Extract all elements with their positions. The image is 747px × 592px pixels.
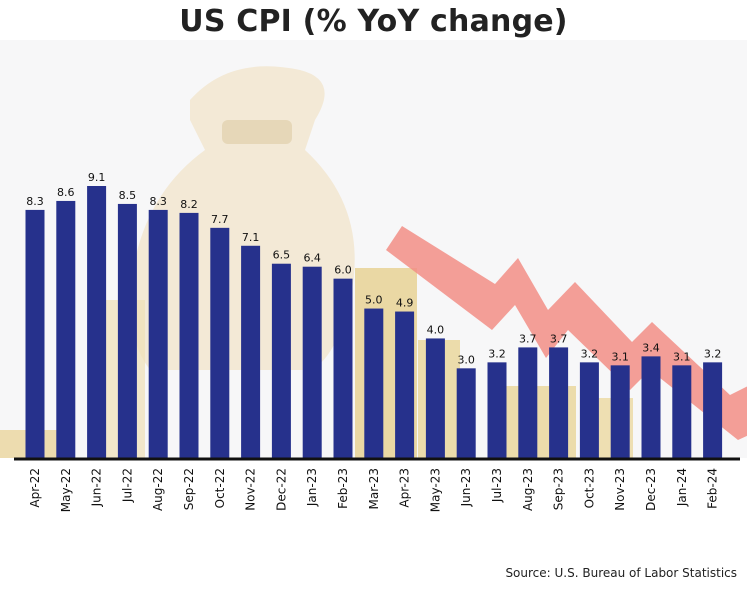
data-label-Jun-22: 9.1 bbox=[88, 171, 106, 184]
tick-label-Nov-22: Nov-22 bbox=[244, 468, 258, 511]
tick-label-Apr-23: Apr-23 bbox=[398, 468, 412, 508]
tick-label-Sep-23: Sep-23 bbox=[552, 468, 566, 510]
bar-Apr-22 bbox=[25, 209, 45, 458]
tick-label-Jun-23: Jun-23 bbox=[459, 468, 473, 507]
tick-label-Nov-23: Nov-23 bbox=[613, 468, 627, 511]
tick-label-Jan-24: Jan-24 bbox=[675, 468, 689, 507]
tick-label-Feb-24: Feb-24 bbox=[706, 468, 720, 509]
source-note: Source: U.S. Bureau of Labor Statistics bbox=[505, 566, 737, 580]
down-trend-arrow-icon bbox=[386, 226, 747, 440]
tick-label-Oct-22: Oct-22 bbox=[213, 468, 227, 508]
data-label-Jan-23: 6.4 bbox=[303, 252, 321, 265]
data-label-May-22: 8.6 bbox=[57, 186, 75, 199]
data-label-Sep-23: 3.7 bbox=[550, 332, 568, 345]
data-label-Sep-22: 8.2 bbox=[180, 198, 198, 211]
bar-Oct-22 bbox=[210, 227, 230, 458]
bar-Nov-23 bbox=[610, 365, 630, 458]
tick-label-Mar-23: Mar-23 bbox=[367, 468, 381, 509]
tick-label-Dec-22: Dec-22 bbox=[274, 468, 288, 511]
bar-Nov-22 bbox=[241, 245, 261, 458]
tick-label-May-23: May-23 bbox=[428, 468, 442, 512]
tick-label-Apr-22: Apr-22 bbox=[28, 468, 42, 508]
data-label-Dec-23: 3.4 bbox=[642, 341, 660, 354]
bar-Jun-22 bbox=[87, 186, 107, 458]
data-label-Jul-22: 8.5 bbox=[119, 189, 137, 202]
bar-Jan-24 bbox=[672, 365, 692, 458]
data-label-Aug-23: 3.7 bbox=[519, 332, 537, 345]
data-label-Jul-23: 3.2 bbox=[488, 347, 506, 360]
data-label-Jan-24: 3.1 bbox=[673, 350, 691, 363]
tick-label-Sep-22: Sep-22 bbox=[182, 468, 196, 510]
bar-Apr-23 bbox=[395, 311, 415, 458]
data-label-Nov-23: 3.1 bbox=[611, 350, 629, 363]
tick-label-Jul-22: Jul-22 bbox=[120, 468, 134, 503]
bar-Sep-23 bbox=[549, 347, 569, 458]
chart-title: US CPI (% YoY change) bbox=[179, 4, 568, 39]
data-label-Feb-23: 6.0 bbox=[334, 264, 352, 277]
tick-label-Feb-23: Feb-23 bbox=[336, 468, 350, 509]
bar-Jul-22 bbox=[117, 203, 137, 458]
data-label-Apr-22: 8.3 bbox=[26, 195, 44, 208]
bar-Mar-23 bbox=[364, 308, 384, 458]
data-label-Apr-23: 4.9 bbox=[396, 297, 414, 310]
bar-Feb-23 bbox=[333, 278, 353, 458]
data-label-Jun-23: 3.0 bbox=[457, 353, 475, 366]
tick-label-Jun-22: Jun-22 bbox=[90, 468, 104, 507]
data-label-Dec-22: 6.5 bbox=[273, 249, 291, 262]
tick-label-Jan-23: Jan-23 bbox=[305, 468, 319, 507]
bar-Feb-24 bbox=[703, 362, 723, 458]
bar-Aug-22 bbox=[148, 209, 168, 458]
tick-label-Jul-23: Jul-23 bbox=[490, 468, 504, 503]
tick-label-Aug-22: Aug-22 bbox=[151, 468, 165, 511]
bar-May-22 bbox=[56, 200, 76, 458]
bar-Jul-23 bbox=[487, 362, 507, 458]
data-label-Feb-24: 3.2 bbox=[704, 347, 722, 360]
bars-group bbox=[25, 186, 723, 458]
tick-label-Dec-23: Dec-23 bbox=[644, 468, 658, 511]
data-label-Oct-23: 3.2 bbox=[581, 347, 599, 360]
data-label-Mar-23: 5.0 bbox=[365, 294, 383, 307]
bar-Jun-23 bbox=[456, 368, 476, 458]
bar-Sep-22 bbox=[179, 212, 199, 458]
bar-Oct-23 bbox=[579, 362, 599, 458]
data-label-Nov-22: 7.1 bbox=[242, 231, 260, 244]
data-labels-group: 8.3 8.6 9.1 8.5 8.3 8.2 7.7 7.1 6.5 6.4 6.0 5.0 4.9 4… bbox=[26, 171, 721, 366]
tick-label-May-22: May-22 bbox=[59, 468, 73, 512]
bar-May-23 bbox=[425, 338, 445, 458]
bar-Aug-23 bbox=[518, 347, 538, 458]
tick-label-Oct-23: Oct-23 bbox=[582, 468, 596, 508]
x-tick-labels-group: Apr-22 May-22 Jun-22 Jul-22 Aug-22 Sep-22 Oct-… bbox=[28, 468, 720, 512]
data-label-Aug-22: 8.3 bbox=[149, 195, 167, 208]
tick-label-Aug-23: Aug-23 bbox=[521, 468, 535, 511]
data-label-Oct-22: 7.7 bbox=[211, 213, 229, 226]
bar-Jan-23 bbox=[302, 266, 322, 458]
bar-Dec-22 bbox=[271, 263, 291, 458]
data-label-May-23: 4.0 bbox=[427, 323, 445, 336]
bar-Dec-23 bbox=[641, 356, 661, 458]
